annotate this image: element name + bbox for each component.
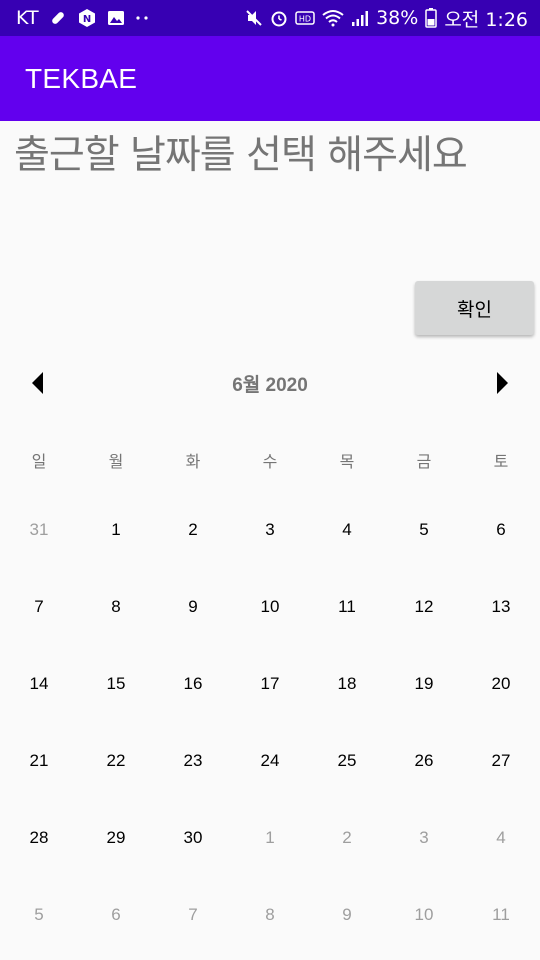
calendar-day[interactable]: 21: [29, 751, 49, 770]
calendar-day[interactable]: 16: [183, 674, 203, 693]
hd-voice-icon: HD: [295, 10, 315, 26]
calendar-day[interactable]: 15: [106, 674, 126, 693]
calendar-day[interactable]: 4: [342, 520, 352, 539]
calendar-day[interactable]: 28: [29, 828, 49, 847]
calendar-day[interactable]: 2: [188, 520, 198, 539]
calendar-day[interactable]: 30: [183, 828, 203, 847]
svg-text:N: N: [82, 14, 90, 25]
calendar-day-other-month[interactable]: 8: [265, 905, 275, 924]
app-bar: TEKBAE: [0, 36, 540, 121]
calendar-day[interactable]: 9: [188, 597, 198, 616]
clock-time: 오전 1:26: [444, 8, 528, 31]
calendar-day[interactable]: 17: [260, 674, 280, 693]
calendar-day[interactable]: 12: [414, 597, 434, 616]
carrier-label: KT: [16, 7, 39, 29]
app-title: TEKBAE: [25, 62, 138, 94]
calendar-day[interactable]: 5: [419, 520, 429, 539]
weekday-mon: 월: [108, 452, 124, 471]
calendar-day[interactable]: 27: [491, 751, 511, 770]
alarm-icon: [270, 9, 288, 27]
weekday-fri: 금: [416, 452, 432, 471]
mute-icon: [245, 9, 263, 27]
calendar-day[interactable]: 18: [337, 674, 357, 693]
month-label: 6월 2020: [232, 375, 308, 396]
weekday-sat: 토: [493, 452, 509, 471]
calendar-day-other-month[interactable]: 11: [492, 905, 510, 924]
calendar-day[interactable]: 22: [106, 751, 126, 770]
calendar-header: 6월 2020: [0, 356, 540, 410]
battery-icon: [425, 8, 438, 28]
signal-icon: [351, 9, 369, 27]
chevron-right-icon: [497, 372, 508, 394]
calendar-day[interactable]: 20: [491, 674, 511, 693]
calendar-day-other-month[interactable]: 9: [342, 905, 352, 924]
calendar-day-other-month[interactable]: 4: [496, 828, 506, 847]
calendar-day[interactable]: 25: [337, 751, 357, 770]
calendar-day[interactable]: 1: [111, 520, 121, 539]
confirm-button[interactable]: 확인: [415, 281, 534, 335]
calendar-day-other-month[interactable]: 1: [265, 828, 275, 847]
calendar-day[interactable]: 23: [183, 751, 203, 770]
more-notifications-icon: [135, 15, 149, 21]
calendar-day[interactable]: 3: [265, 520, 275, 539]
naver-icon: N: [77, 8, 97, 28]
page-prompt: 출근할 날짜를 선택 해주세요: [14, 133, 468, 178]
pill-icon: [49, 9, 67, 27]
calendar-day[interactable]: 14: [29, 674, 49, 693]
calendar-day-other-month[interactable]: 3: [419, 828, 429, 847]
weekday-sun: 일: [31, 452, 47, 471]
calendar-day[interactable]: 8: [111, 597, 121, 616]
calendar-day-other-month[interactable]: 5: [34, 905, 44, 924]
wifi-icon: [322, 9, 344, 27]
calendar-day[interactable]: 11: [338, 597, 356, 616]
calendar-day-other-month[interactable]: 31: [29, 520, 49, 539]
calendar-day-other-month[interactable]: 10: [414, 905, 434, 924]
calendar-day[interactable]: 29: [106, 828, 126, 847]
calendar-day-other-month[interactable]: 2: [342, 828, 352, 847]
chevron-left-icon: [32, 372, 43, 394]
weekday-tue: 화: [185, 452, 201, 471]
svg-text:HD: HD: [299, 15, 311, 24]
status-bar: KT N HD 38% 오전 1:2: [0, 0, 540, 36]
next-month-button[interactable]: [475, 356, 529, 410]
calendar-day[interactable]: 10: [260, 597, 280, 616]
calendar-day-other-month[interactable]: 6: [111, 905, 121, 924]
calendar-day[interactable]: 6: [496, 520, 506, 539]
weekday-wed: 수: [262, 452, 278, 471]
calendar-day[interactable]: 19: [414, 674, 434, 693]
gallery-icon: [107, 9, 125, 27]
calendar-day[interactable]: 26: [414, 751, 434, 770]
calendar-day[interactable]: 13: [491, 597, 511, 616]
calendar-day-other-month[interactable]: 7: [188, 905, 198, 924]
battery-percent: 38%: [376, 7, 419, 29]
prev-month-button[interactable]: [11, 356, 65, 410]
calendar-day[interactable]: 7: [34, 597, 44, 616]
calendar-day[interactable]: 24: [260, 751, 280, 770]
weekday-thu: 목: [339, 452, 355, 471]
